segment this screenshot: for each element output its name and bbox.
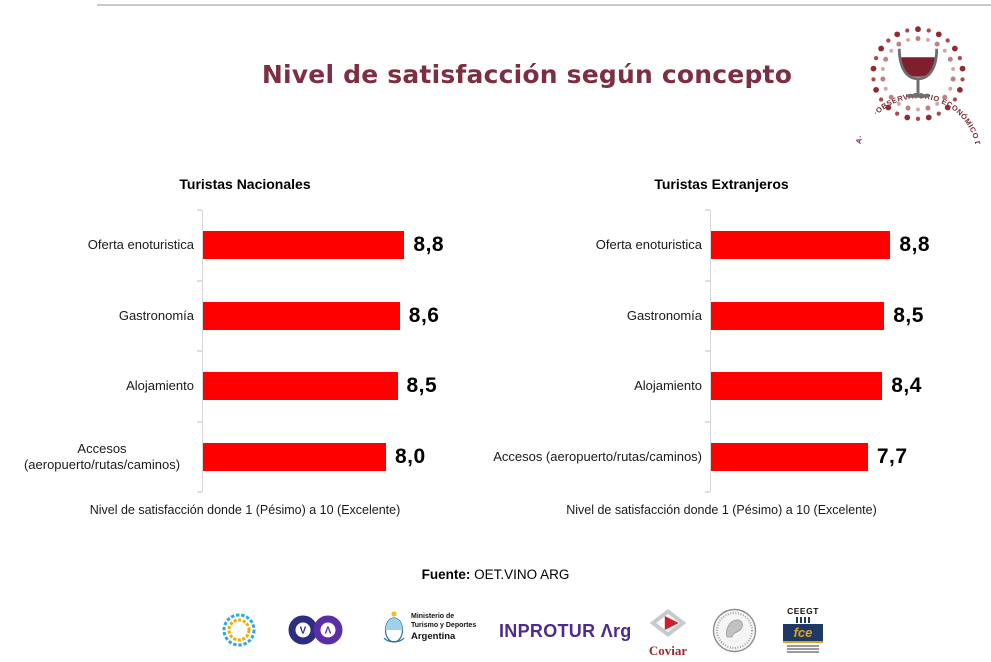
bar-row: Gastronomía 8,6 — [10, 281, 480, 352]
bar-cell: 7,7 — [710, 422, 988, 493]
bar-cell: 8,4 — [710, 351, 988, 422]
bar-row: Oferta enoturistica 8,8 — [455, 210, 988, 281]
source-label: Fuente: — [421, 567, 471, 582]
axis-tick — [197, 209, 202, 211]
category-label: Oferta enoturistica — [595, 237, 702, 253]
axis-tick — [197, 280, 202, 281]
observatorio-wine-logo: ·OBSERVATORIO ECONÓMICO DE TURISMO DEL V… — [852, 26, 983, 144]
value-label: 8,0 — [395, 444, 426, 468]
bar-rows: Oferta enoturistica 8,8 Gastronomía 8,6 Aloj… — [10, 210, 480, 492]
bar — [202, 442, 386, 471]
ministerio-line-2: Turismo y Deportes — [411, 622, 477, 630]
axis-tick — [705, 280, 710, 281]
top-divider — [97, 4, 991, 6]
coviar-diamond-icon — [649, 609, 687, 637]
fce-label: fce — [783, 624, 823, 643]
bar-cell: 8,5 — [710, 281, 988, 352]
ceegt-label: CEEGT — [787, 606, 819, 616]
value-label: 7,7 — [876, 444, 908, 468]
axis-tick — [705, 350, 710, 352]
logo-dot-rings — [870, 26, 966, 121]
plot-area: Oferta enoturistica 8,8 Gastronomía 8,6 Aloj… — [10, 209, 480, 493]
bar-row: Alojamiento 8,5 — [10, 351, 480, 422]
bar-cell: 8,0 — [202, 422, 480, 493]
category-label: Accesos (aeropuerto/rutas/caminos) — [23, 440, 181, 472]
bar-cell: 8,6 — [202, 281, 480, 352]
value-label: 8,6 — [408, 303, 440, 327]
axis-note: Nivel de satisfacción donde 1 (Pésimo) a… — [89, 503, 401, 517]
bar-rows: Oferta enoturistica 8,8 Gastronomía 8,5 Aloj… — [455, 210, 988, 492]
bar — [202, 301, 400, 330]
ministerio-text: Ministerio de Turismo y Deportes Argenti… — [411, 613, 476, 642]
axis-tick — [197, 491, 202, 493]
chart-title: Turistas Extranjeros — [654, 176, 789, 192]
axis-tick — [197, 350, 202, 352]
visit-argentina-icon: V Λ — [288, 615, 343, 645]
ministerio-line-1: Ministerio de — [411, 613, 455, 621]
coviar-label: Coviar — [648, 643, 688, 658]
value-label: 8,8 — [899, 233, 931, 257]
bar-cell: 8,8 — [202, 210, 480, 281]
bar — [710, 301, 885, 330]
category-axis — [197, 209, 203, 493]
bar — [710, 442, 868, 471]
category-label: Alojamiento — [634, 378, 702, 394]
value-label: 8,4 — [891, 374, 922, 398]
bar-cell: 8,5 — [202, 351, 480, 422]
ceegt-small-print-decoration — [783, 645, 823, 653]
bar — [710, 231, 891, 260]
coviar-logo: Coviar — [648, 609, 688, 659]
value-label: 8,5 — [406, 374, 438, 398]
bar-row: Gastronomía 8,5 — [455, 281, 988, 352]
bar-row: Oferta enoturistica 8,8 — [10, 210, 480, 281]
axis-tick — [705, 421, 710, 422]
ceegt-bars-decoration — [783, 617, 823, 623]
category-label: Accesos (aeropuerto/rutas/caminos) — [493, 448, 702, 464]
coat-of-arms-icon — [383, 611, 405, 643]
bar-row: Accesos (aeropuerto/rutas/caminos) 7,7 — [455, 422, 988, 493]
bar-row: Alojamiento 8,4 — [455, 351, 988, 422]
value-label: 8,8 — [413, 233, 445, 257]
category-axis — [705, 209, 711, 493]
ceegt-logo: CEEGT fce — [783, 606, 823, 653]
chart-turistas-extranjeros: Turistas Extranjeros Oferta enoturistica… — [455, 176, 988, 517]
axis-tick — [197, 421, 202, 422]
category-label: Gastronomía — [626, 307, 702, 323]
bar — [710, 372, 883, 401]
value-label: 8,5 — [893, 303, 924, 327]
bar — [202, 231, 405, 260]
university-seal-icon — [712, 608, 757, 653]
plot-area: Oferta enoturistica 8,8 Gastronomía 8,5 Aloj… — [455, 209, 988, 493]
page-title: Nivel de satisfacción según concepto — [261, 60, 793, 89]
chart-turistas-nacionales: Turistas Nacionales Oferta enoturistica 8… — [10, 176, 480, 517]
source-line: Fuente: OET.VINO ARG — [0, 567, 991, 582]
axis-note: Nivel de satisfacción donde 1 (Pésimo) a… — [566, 503, 877, 517]
category-label: Oferta enoturistica — [87, 237, 194, 253]
inprotur-logo: INPROTUR Λrg — [499, 621, 632, 641]
bar-row: Accesos (aeropuerto/rutas/caminos) 8,0 — [10, 422, 480, 493]
axis-tick — [705, 209, 710, 211]
bar-cell: 8,8 — [710, 210, 988, 281]
category-label: Alojamiento — [126, 378, 194, 394]
ministerio-line-3: Argentina — [411, 630, 456, 642]
marca-pais-sun-icon — [222, 613, 256, 647]
source-value: OET.VINO ARG — [470, 567, 570, 582]
wine-glass-icon — [897, 48, 939, 98]
ministerio-logo: Ministerio de Turismo y Deportes Argenti… — [382, 610, 476, 646]
axis-tick — [705, 491, 710, 493]
svg-text:V: V — [300, 626, 307, 637]
bar — [202, 372, 398, 401]
chart-title: Turistas Nacionales — [179, 176, 311, 192]
svg-text:Λ: Λ — [325, 626, 332, 637]
category-label: Gastronomía — [118, 307, 194, 323]
